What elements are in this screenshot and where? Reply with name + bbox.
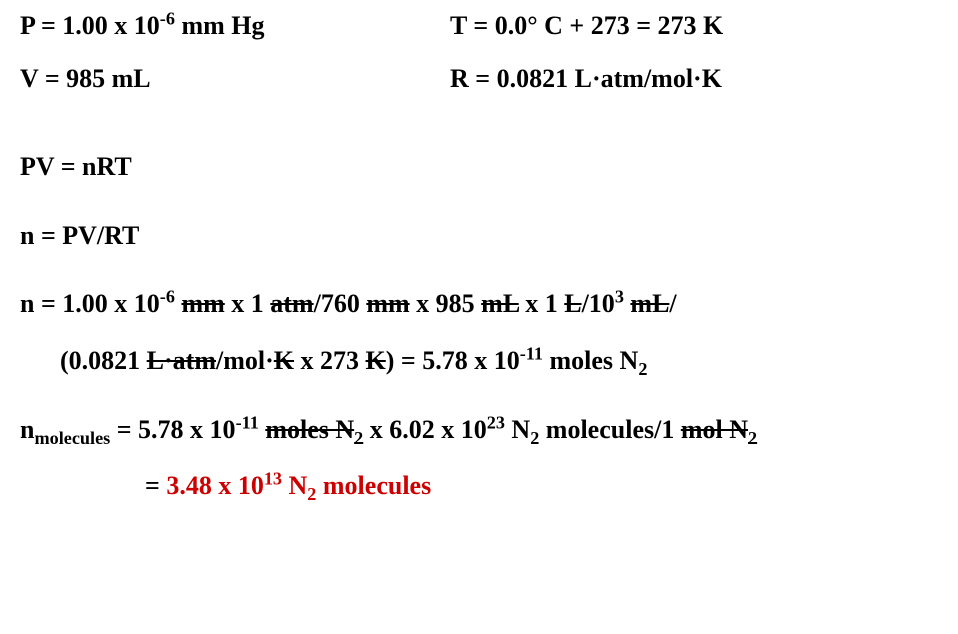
final-answer: = 3.48 x 1013 N2 molecules <box>145 472 938 501</box>
exponent: -6 <box>160 8 175 28</box>
pressure-given: P = 1.00 x 10-6 mm Hg <box>20 12 450 41</box>
cancelled-unit: mm <box>181 289 224 318</box>
value: 0.0821 L·atm/mol·K <box>497 64 722 93</box>
ideal-gas-law: PV = nRT <box>20 153 938 182</box>
given-row-2: V = 985 mL R = 0.0821 L·atm/mol·K <box>20 65 938 94</box>
label: P <box>20 11 34 40</box>
answer-value: 3.48 x 1013 N2 molecules <box>166 471 431 500</box>
cancelled-unit: moles N2 <box>265 415 363 444</box>
cancelled-unit: mL <box>481 289 519 318</box>
cancelled-unit: K <box>366 346 386 375</box>
value: 985 mL <box>66 64 151 93</box>
label: V <box>20 64 38 93</box>
label: R <box>450 64 469 93</box>
cancelled-unit: L <box>564 289 581 318</box>
cancelled-unit: mol N2 <box>681 415 757 444</box>
molecules-calculation: nmolecules = 5.78 x 10-11 moles N2 x 6.0… <box>20 416 938 445</box>
cancelled-unit: mL <box>630 289 669 318</box>
value: 0.0° C + 273 = 273 K <box>495 11 724 40</box>
n-calculation-line-2: (0.0821 L·atm/mol·K x 273 K) = 5.78 x 10… <box>60 347 938 376</box>
worked-example: P = 1.00 x 10-6 mm Hg T = 0.0° C + 273 =… <box>0 0 958 521</box>
cancelled-unit: K <box>274 346 294 375</box>
cancelled-unit: mm <box>366 289 409 318</box>
volume-given: V = 985 mL <box>20 65 450 94</box>
label: T <box>450 11 467 40</box>
n-calculation-line-1: n = 1.00 x 10-6 mm x 1 atm/760 mm x 985 … <box>20 290 938 319</box>
given-row-1: P = 1.00 x 10-6 mm Hg T = 0.0° C + 273 =… <box>20 12 938 41</box>
cancelled-unit: atm <box>270 289 313 318</box>
cancelled-unit: L·atm <box>147 346 216 375</box>
gas-constant-given: R = 0.0821 L·atm/mol·K <box>450 65 938 94</box>
value: 1.00 x 10 <box>62 11 160 40</box>
solve-for-n: n = PV/RT <box>20 222 938 251</box>
unit: mm Hg <box>175 11 265 40</box>
temperature-given: T = 0.0° C + 273 = 273 K <box>450 12 938 41</box>
